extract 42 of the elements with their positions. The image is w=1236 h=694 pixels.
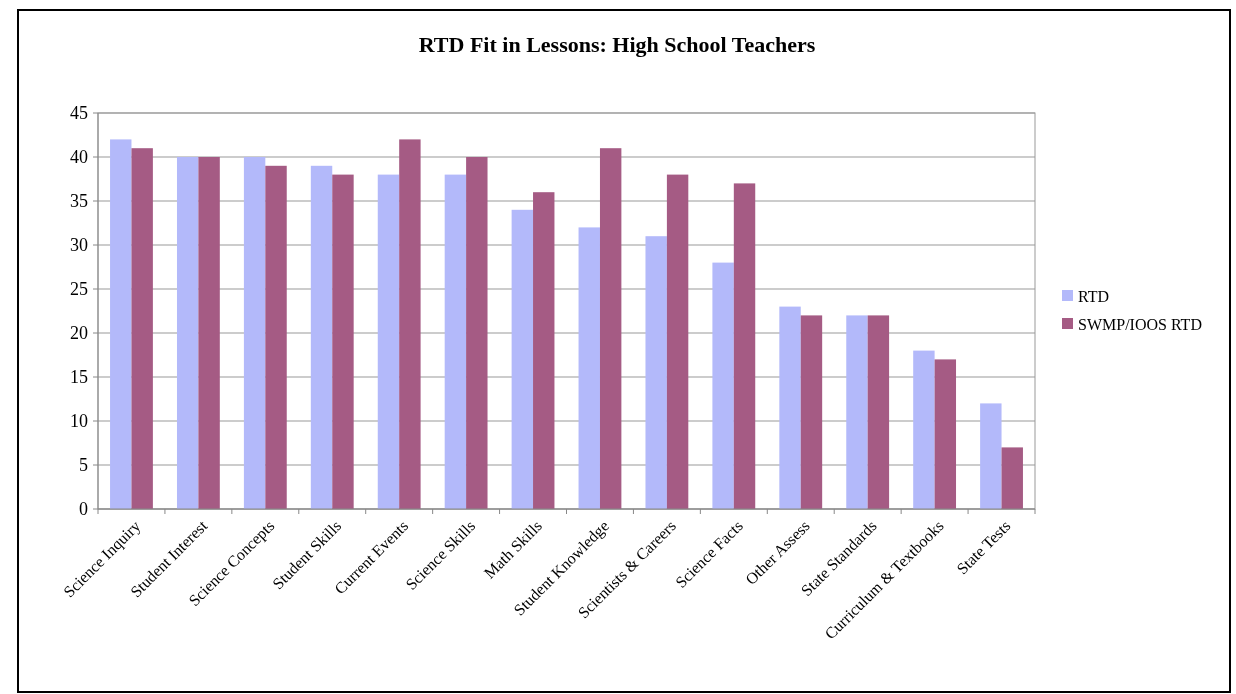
bar	[733, 183, 756, 509]
y-tick-label: 45	[70, 103, 88, 124]
bar	[198, 157, 220, 509]
bar	[800, 315, 823, 509]
y-tick-label: 35	[70, 191, 88, 212]
legend-label: RTD	[1078, 287, 1110, 305]
bar	[444, 174, 467, 509]
bar	[934, 359, 957, 509]
bar	[578, 227, 600, 509]
bar	[867, 315, 890, 509]
bar	[779, 306, 801, 509]
x-tick-label: State Tests	[953, 517, 1014, 578]
bar	[176, 157, 199, 509]
y-tick-label: 25	[70, 279, 88, 300]
bar	[466, 157, 488, 509]
bar	[511, 209, 534, 509]
bar	[377, 174, 400, 509]
bar	[599, 148, 622, 509]
y-tick-label: 10	[70, 411, 88, 432]
bar	[332, 174, 354, 509]
legend-label: SWMP/IOOS RTD	[1078, 315, 1202, 333]
bar	[310, 165, 333, 509]
y-tick-label: 5	[79, 455, 88, 476]
y-tick-label: 15	[70, 367, 88, 388]
bar	[666, 174, 689, 509]
bar	[110, 139, 132, 509]
y-tick-label: 30	[70, 235, 88, 256]
bar	[712, 262, 734, 509]
chart-title: RTD Fit in Lessons: High School Teachers	[418, 32, 816, 57]
bar	[265, 165, 287, 509]
y-tick-label: 0	[79, 499, 88, 520]
y-tick-label: 20	[70, 323, 88, 344]
bar	[243, 157, 266, 509]
bar	[131, 148, 153, 509]
bar	[1001, 447, 1023, 509]
bar	[846, 315, 868, 509]
bar	[399, 139, 421, 509]
bar	[913, 350, 935, 509]
bar	[645, 236, 667, 509]
bar	[533, 192, 555, 509]
y-tick-label: 40	[70, 147, 88, 168]
bar	[980, 403, 1002, 509]
